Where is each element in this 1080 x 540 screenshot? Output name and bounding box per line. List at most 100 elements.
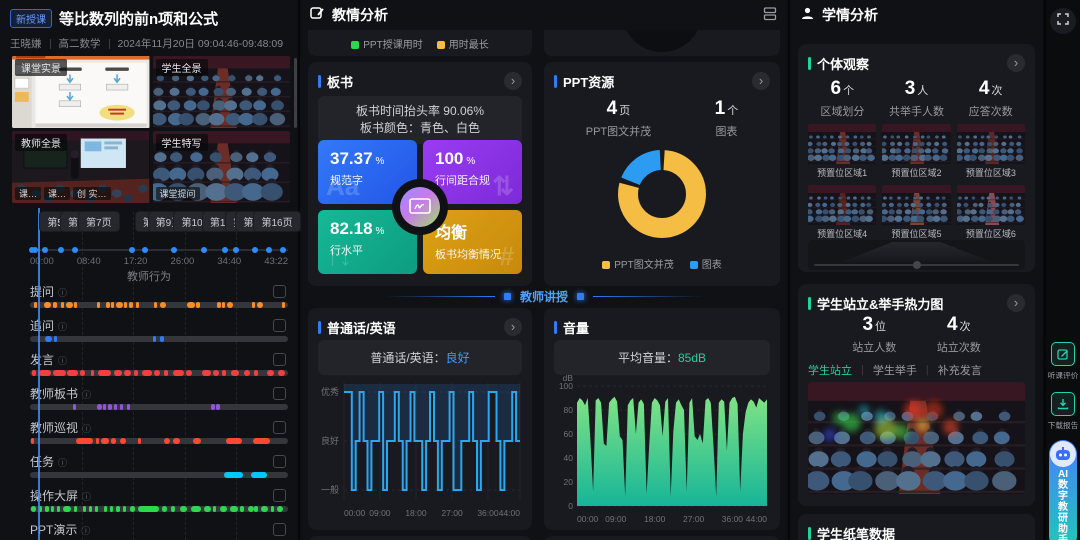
download-report-button[interactable]: 下载报告 bbox=[1046, 392, 1080, 431]
behavior-checkbox[interactable] bbox=[273, 455, 286, 468]
ppt-page-tag[interactable]: 第7页 bbox=[79, 212, 119, 231]
heatmap-tab-2[interactable]: 补充发言 bbox=[937, 365, 982, 377]
page-change-dot[interactable] bbox=[265, 247, 272, 253]
behavior-checkbox[interactable] bbox=[273, 523, 286, 536]
behavior-checkbox[interactable] bbox=[273, 319, 286, 332]
behavior-row: 教师板书 ⓘ bbox=[30, 385, 288, 419]
behavior-checkbox[interactable] bbox=[273, 387, 286, 400]
page-change-dot[interactable] bbox=[280, 247, 287, 253]
preset-zone-thumbnail[interactable]: 预置位区域6 bbox=[956, 185, 1025, 240]
video-feed-2[interactable]: 教师全景 课… 课… 创 实… bbox=[12, 131, 150, 203]
keystone-shape bbox=[841, 242, 992, 262]
page-change-dot[interactable] bbox=[32, 247, 39, 253]
behavior-label: 教师巡视 bbox=[30, 421, 79, 435]
gauge-card-cutoff bbox=[544, 30, 780, 56]
heatmap-tab-0[interactable]: 学生站立 bbox=[808, 365, 852, 377]
page-change-dot[interactable] bbox=[142, 247, 149, 253]
page-change-dot[interactable] bbox=[201, 247, 208, 253]
ppt-page-tag[interactable]: 第16页 bbox=[254, 212, 300, 231]
preset-zone-thumbnail[interactable]: 预置位区域1 bbox=[808, 124, 877, 179]
behavior-row: 操作大屏 ⓘ bbox=[30, 487, 288, 521]
expand-chevron[interactable]: › bbox=[1007, 294, 1025, 312]
playhead-line[interactable] bbox=[38, 208, 40, 540]
slider-knob[interactable] bbox=[912, 261, 921, 269]
fullscreen-icon bbox=[1057, 12, 1069, 30]
svg-text:18:00: 18:00 bbox=[405, 508, 427, 518]
legend-item[interactable]: 图表 bbox=[689, 256, 722, 271]
page-change-dot[interactable] bbox=[232, 247, 239, 253]
lesson-type-badge: 新授课 bbox=[10, 9, 52, 28]
paper-card-title: 学生纸笔数据 bbox=[817, 527, 896, 540]
info-icon[interactable]: ⓘ bbox=[58, 356, 68, 366]
blackboard-card: 板书 › 板书时间抬头率 90.06% 板书颜色：青色、白色 37.37% 规范字… bbox=[308, 62, 532, 286]
behavior-track[interactable] bbox=[30, 302, 288, 308]
info-icon[interactable]: ⓘ bbox=[58, 322, 68, 332]
page-change-dot[interactable] bbox=[129, 247, 136, 253]
svg-text:44:00: 44:00 bbox=[746, 514, 768, 524]
page-change-dot[interactable] bbox=[221, 247, 228, 253]
mandarin-info: 普通话/英语：良好 bbox=[318, 340, 522, 375]
info-icon[interactable]: ⓘ bbox=[82, 492, 92, 502]
preset-zone-thumbnail[interactable]: 预置位区域4 bbox=[808, 185, 877, 240]
info-icon[interactable]: ⓘ bbox=[82, 390, 92, 400]
behavior-track[interactable] bbox=[30, 404, 288, 410]
fullscreen-button[interactable] bbox=[1050, 8, 1076, 34]
expand-chevron[interactable]: › bbox=[504, 318, 522, 336]
behavior-checkbox[interactable] bbox=[273, 285, 286, 298]
svg-text:0: 0 bbox=[568, 501, 573, 511]
expand-chevron[interactable]: › bbox=[1007, 54, 1025, 72]
video-event-tag[interactable]: 课堂提问 bbox=[155, 187, 200, 200]
video-feed-label: 课堂实景 bbox=[15, 59, 67, 76]
preset-zone-thumbnail[interactable]: 预置位区域3 bbox=[956, 124, 1025, 179]
preset-zone-label: 预置位区域1 bbox=[817, 168, 868, 178]
page-change-dot[interactable] bbox=[28, 247, 35, 253]
page-change-dot[interactable] bbox=[170, 247, 177, 253]
info-icon[interactable]: ⓘ bbox=[82, 424, 92, 434]
behavior-checkbox[interactable] bbox=[273, 489, 286, 502]
info-icon[interactable]: ⓘ bbox=[81, 526, 91, 536]
svg-text:一般: 一般 bbox=[321, 484, 339, 495]
behavior-checkbox[interactable] bbox=[273, 353, 286, 366]
expand-chevron[interactable]: › bbox=[752, 72, 770, 90]
video-event-tag[interactable]: 课… bbox=[44, 187, 71, 200]
ppt-resource-card: PPT资源 › 4 页 PPT图文并茂 1 个图表 PPT图文并茂 图表 bbox=[544, 62, 780, 286]
behavior-checkbox[interactable] bbox=[273, 421, 286, 434]
listen-review-button[interactable]: 听课评价 bbox=[1046, 342, 1080, 381]
ai-assistant-button[interactable]: AI数字教研助手 bbox=[1049, 440, 1077, 540]
video-feed-1[interactable]: 学生全景 bbox=[152, 56, 290, 128]
volume-card: 音量 平均音量：85dB dB 0 20 40 60 80 100 00:00 09:00 18:… bbox=[544, 308, 780, 530]
page-change-dot[interactable] bbox=[72, 247, 79, 253]
heatmap-tab-1[interactable]: 学生举手 bbox=[872, 365, 917, 377]
svg-text:09:00: 09:00 bbox=[605, 514, 627, 524]
stat-item: 3 位站立人数 bbox=[852, 314, 897, 354]
svg-text:00:00: 00:00 bbox=[344, 508, 366, 518]
behavior-track[interactable] bbox=[30, 336, 288, 342]
ppt-card-title: PPT资源 bbox=[563, 75, 615, 90]
svg-text:27:00: 27:00 bbox=[683, 514, 705, 524]
stat-item: 4 次站立次数 bbox=[936, 314, 981, 354]
time-label: 34:40 bbox=[217, 256, 242, 267]
behavior-track[interactable] bbox=[30, 472, 288, 478]
page-change-dot[interactable] bbox=[251, 247, 258, 253]
behavior-track[interactable] bbox=[30, 506, 288, 512]
left-scrollbar[interactable] bbox=[294, 58, 297, 128]
preset-zone-thumbnail[interactable]: 预置位区域2 bbox=[882, 124, 951, 179]
timeline-dots[interactable] bbox=[28, 247, 288, 253]
preset-zone-thumbnail[interactable]: 预置位区域5 bbox=[882, 185, 951, 240]
info-icon[interactable]: ⓘ bbox=[58, 288, 68, 298]
video-event-tag[interactable]: 课… bbox=[15, 187, 42, 200]
divider-label: 教师讲授 bbox=[519, 289, 568, 304]
expand-chevron[interactable]: › bbox=[504, 72, 522, 90]
behavior-track[interactable] bbox=[30, 438, 288, 444]
page-change-dot[interactable] bbox=[41, 247, 48, 253]
page-change-dot[interactable] bbox=[58, 247, 65, 253]
behavior-track[interactable] bbox=[30, 370, 288, 376]
layout-switch-icon[interactable] bbox=[763, 6, 778, 24]
video-event-tag[interactable]: 创 实… bbox=[73, 187, 111, 200]
behavior-rows: 提问 ⓘ 追问 ⓘ 发言 ⓘ 教师板书 ⓘ 教师巡视 ⓘ 任务 ⓘ 操作大屏 ⓘ PPT演示 ⓘ bbox=[30, 283, 288, 540]
video-feed-label: 学生全景 bbox=[155, 59, 208, 76]
video-feed-0[interactable]: 课堂实景 bbox=[12, 56, 150, 128]
info-icon[interactable]: ⓘ bbox=[58, 458, 68, 468]
video-feed-3[interactable]: 学生特写 课堂提问 bbox=[152, 131, 290, 203]
legend-item[interactable]: PPT图文并茂 bbox=[602, 256, 674, 271]
